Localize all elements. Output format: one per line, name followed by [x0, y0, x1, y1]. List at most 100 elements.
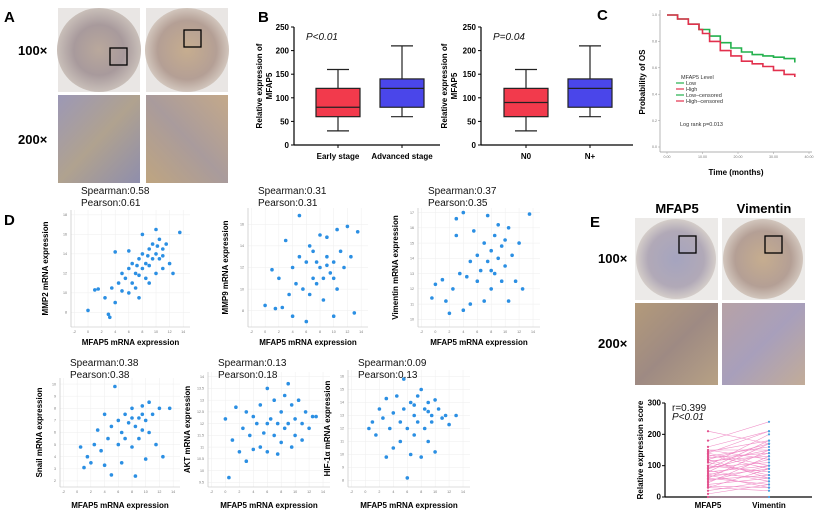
pair-line — [707, 452, 770, 470]
y-tick-label: 50 — [467, 117, 476, 126]
data-point-mfap5 — [706, 459, 710, 463]
data-point — [270, 267, 274, 272]
data-point — [310, 414, 315, 419]
data-point — [150, 257, 155, 261]
data-point — [384, 455, 389, 459]
data-point-vimentin — [767, 495, 771, 499]
y-tick-label: 11.5 — [197, 434, 204, 438]
data-point — [289, 403, 294, 407]
data-point — [304, 260, 309, 264]
x-axis-label: MFAP5 mRNA expression — [259, 338, 357, 347]
data-point — [405, 476, 410, 480]
data-point — [137, 416, 141, 420]
data-point — [268, 417, 273, 421]
y-tick-label: 12 — [200, 422, 204, 426]
data-point — [388, 426, 392, 431]
data-point — [133, 271, 138, 276]
y-tick-label: 16 — [240, 222, 244, 226]
data-point — [429, 413, 434, 418]
data-point — [482, 241, 487, 245]
y-tick-label: 18 — [63, 213, 67, 217]
data-point — [265, 386, 270, 391]
data-point — [244, 410, 249, 414]
data-point-mfap5 — [706, 470, 710, 474]
data-point — [391, 411, 396, 415]
pair-line — [707, 462, 770, 476]
y-tick-label: 12 — [240, 266, 244, 270]
data-point — [297, 254, 302, 259]
data-point — [286, 381, 291, 386]
data-point — [135, 263, 139, 268]
data-point — [461, 308, 466, 313]
legend-entry: High–censored — [686, 99, 723, 105]
y-tick-label: 9 — [54, 394, 56, 398]
data-point — [492, 271, 497, 276]
y-axis-label-line: Relative expression of — [255, 43, 264, 128]
data-point — [293, 433, 297, 438]
data-point — [433, 398, 437, 402]
data-point — [89, 461, 93, 465]
tma-image-vimentin — [722, 218, 805, 300]
pair-line — [707, 443, 770, 460]
y-tick-label: 10 — [52, 382, 56, 386]
category-label: Early stage — [317, 152, 360, 161]
data-point — [127, 291, 131, 295]
data-point — [331, 260, 336, 264]
data-point — [314, 414, 318, 419]
data-point — [286, 421, 291, 426]
data-point — [496, 223, 501, 227]
data-point — [102, 463, 107, 468]
x-tick-label: 4 — [104, 490, 106, 494]
y-tick-label: 200 — [648, 430, 662, 439]
data-point — [96, 287, 100, 291]
data-point — [405, 426, 410, 431]
column-header-vimentin: Vimentin — [737, 201, 792, 216]
panel-label-d: D — [4, 212, 15, 229]
data-point-vimentin — [767, 430, 771, 433]
y-tick-label: 4 — [54, 455, 56, 459]
data-point — [429, 420, 434, 424]
x-axis-label: MFAP5 mRNA expression — [430, 338, 528, 347]
inset-box — [678, 235, 697, 254]
y-tick-label: 6 — [54, 431, 56, 435]
data-point — [280, 305, 285, 310]
x-tick-label: 10 — [433, 490, 437, 494]
data-point — [381, 416, 385, 420]
x-tick-label: 10 — [144, 490, 148, 494]
data-point — [290, 314, 295, 319]
data-point-mfap5 — [706, 445, 710, 448]
spearman-stat: Spearman:0.58 — [81, 186, 150, 197]
data-point — [300, 421, 304, 426]
data-point-mfap5 — [706, 448, 710, 452]
y-tick-label: 14 — [340, 401, 344, 405]
data-point — [282, 393, 287, 398]
data-point — [331, 276, 336, 281]
y-tick-label: 0.2 — [652, 119, 657, 123]
correlation-r: r=0.399 — [672, 403, 707, 414]
x-tick-label: 0 — [364, 490, 366, 494]
x-tick-label: 4 — [252, 490, 254, 494]
scatter-snail: -2 0 2 4 6 8 10 12 14 2 3 4 5 6 7 8 9 10 Spearman:0.38Pear… — [35, 358, 180, 510]
data-point-vimentin — [767, 486, 771, 489]
pair-line — [707, 468, 770, 488]
x-tick-label: 10 — [154, 330, 158, 334]
data-point — [93, 288, 97, 292]
data-point-vimentin — [767, 489, 771, 492]
magnification-200-label-e: 200× — [598, 336, 628, 351]
data-point — [496, 256, 501, 261]
x-tick-label: 6 — [406, 490, 408, 494]
data-point — [137, 257, 141, 261]
pair-line — [707, 468, 770, 477]
data-point-mfap5 — [706, 461, 710, 464]
y-tick-label: 15 — [410, 241, 414, 245]
x-tick-label: 12 — [307, 490, 311, 494]
data-point-mfap5 — [706, 477, 710, 480]
panel-label-c: C — [597, 7, 608, 24]
data-point — [384, 396, 389, 401]
data-point — [120, 289, 124, 293]
data-point — [325, 254, 329, 259]
data-point — [503, 264, 507, 268]
legend-entry: High — [686, 87, 697, 93]
data-point — [277, 276, 281, 281]
data-point — [485, 259, 490, 264]
